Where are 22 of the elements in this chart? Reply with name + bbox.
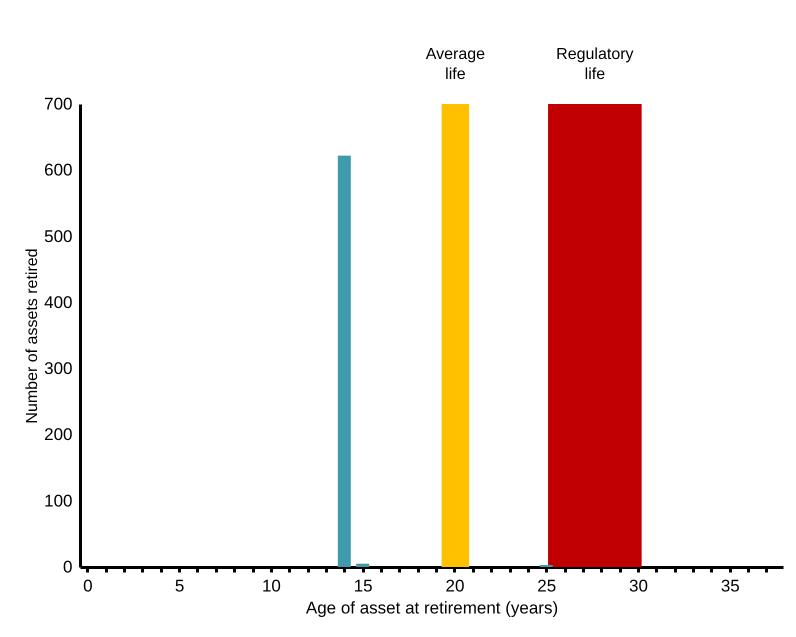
y-tick-label: 400 (44, 292, 72, 312)
x-tick-label: 25 (537, 576, 556, 596)
y-tick-label: 200 (44, 425, 72, 444)
x-tick-label: 15 (354, 576, 373, 596)
bar (338, 156, 351, 567)
x-tick-label: 5 (174, 576, 184, 596)
bar (356, 564, 370, 567)
x-tick-label: 0 (83, 576, 93, 596)
x-tick-label: 10 (262, 576, 281, 596)
y-tick-label: 600 (44, 160, 72, 180)
x-axis-title: Age of asset at retirement (years) (306, 598, 558, 618)
y-tick-label: 700 (44, 94, 72, 114)
y-tick-label: 500 (44, 226, 72, 246)
y-axis-title: Number of assets retired (24, 248, 42, 424)
x-tick-label: 35 (720, 576, 740, 596)
band-label: Average life (426, 46, 486, 83)
y-tick-label: 100 (44, 491, 72, 510)
x-tick-label: 30 (629, 576, 648, 596)
x-tick-label: 20 (445, 576, 464, 596)
y-tick-label: 0 (63, 558, 72, 576)
band-label: Regulatory life (556, 46, 634, 83)
y-tick-label: 300 (44, 359, 72, 378)
